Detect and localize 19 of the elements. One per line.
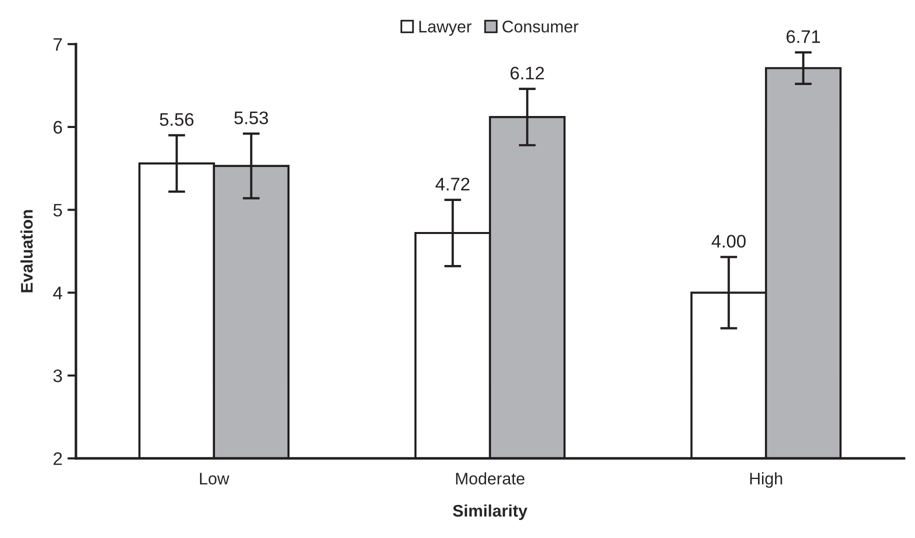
y-tick-label: 4 — [53, 286, 62, 300]
y-tick-label: 3 — [53, 369, 62, 382]
x-tick-label: Moderate — [456, 472, 524, 485]
data-label: 4.72 — [436, 178, 470, 190]
x-tick-label: Low — [200, 472, 230, 485]
y-tick-label: 6 — [54, 120, 62, 134]
data-label: 6.12 — [510, 66, 544, 80]
y-axis-title: Evaluation — [20, 210, 33, 292]
data-label: 5.53 — [234, 111, 268, 124]
y-tick-label: 2 — [54, 452, 62, 465]
data-label: 6.71 — [786, 30, 820, 44]
legend-label: Lawyer — [419, 20, 472, 36]
y-tick-label: 7 — [54, 38, 62, 51]
legend-label: Consumer — [502, 20, 578, 32]
y-tick-label: 5 — [53, 204, 62, 217]
x-axis-title: Similarity — [452, 504, 528, 520]
x-tick-label: High — [750, 472, 782, 488]
data-label: 4.00 — [712, 234, 746, 248]
data-label: 5.56 — [160, 113, 194, 126]
